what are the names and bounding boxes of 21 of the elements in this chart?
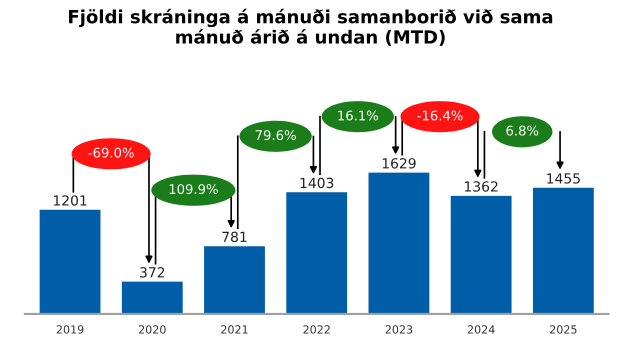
chart-title: Fjöldi skráninga á mánuði samanborið við sama mánuð árið á undan (MTD) <box>69 8 552 46</box>
annotation: 109.9% <box>170 184 218 194</box>
data-label: 1403 <box>300 178 334 188</box>
x-tick-label: 2020 <box>138 325 166 334</box>
text: -16.4% <box>417 110 463 121</box>
text: 16.1% <box>338 110 378 121</box>
data-label: 1455 <box>547 173 580 184</box>
data-label: 781 <box>222 232 246 242</box>
x-tick-label: 2023 <box>386 325 412 334</box>
x-tick-label: 2021 <box>221 325 248 334</box>
text: 6.8% <box>506 126 538 136</box>
data-label: 372 <box>140 267 164 278</box>
x-tick-label: 2024 <box>468 325 495 334</box>
data-label: 1201 <box>54 195 86 206</box>
data-label: 1629 <box>382 158 416 169</box>
text: 79.6% <box>256 130 296 140</box>
x-tick-label: 2025 <box>550 325 577 334</box>
x-tick-label: 2022 <box>303 325 330 334</box>
text: -69.0% <box>88 148 134 158</box>
data-label: 1362 <box>464 181 498 192</box>
x-tick-label: 2019 <box>56 325 84 334</box>
